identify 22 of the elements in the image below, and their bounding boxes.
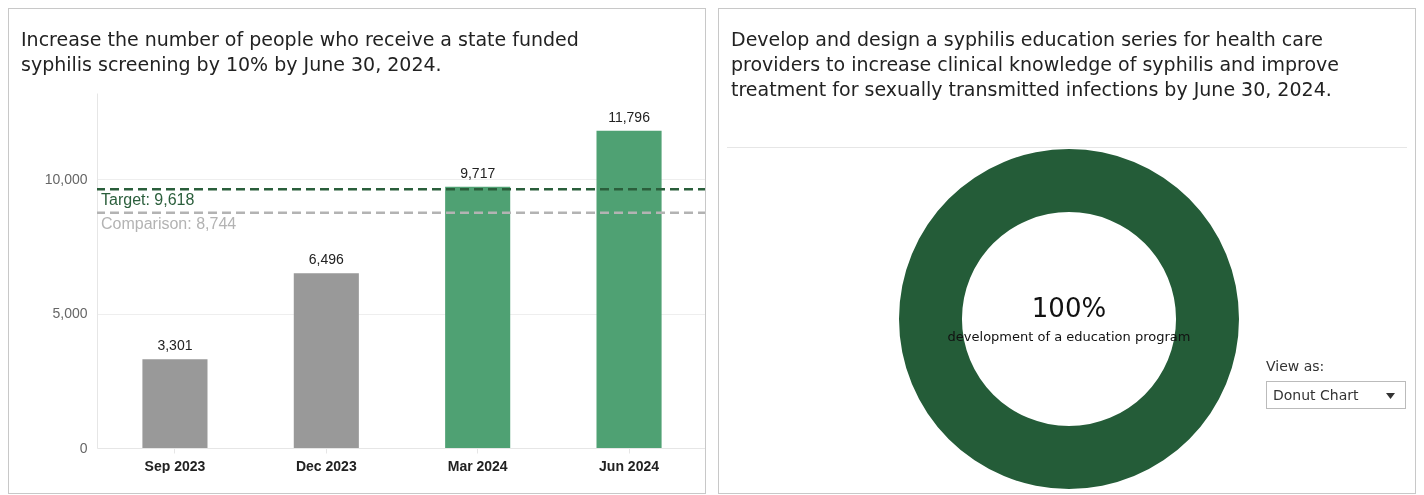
data-label: 3,301	[157, 337, 193, 354]
data-label: 100%	[1031, 293, 1107, 323]
ref-line-label: Target: 9,618	[101, 191, 195, 209]
chart-title: Develop and design a syphilis education series for health care providers to increase clinical knowledge of syphilis and improve treatment for sexually transmitted infections by June 30, 2024.	[731, 27, 1341, 102]
bar	[293, 273, 359, 448]
x-tick-label: Dec 2023	[295, 457, 357, 474]
data-label: 11,796	[608, 108, 651, 125]
bar	[445, 186, 511, 448]
dropdown: Donut Chart	[1266, 381, 1406, 409]
y-tick-label: 0	[79, 439, 88, 456]
x-tick-label: Mar 2024	[447, 457, 508, 474]
x-tick-label: Sep 2023	[144, 457, 206, 474]
x-tick-label: Jun 2024	[599, 457, 660, 474]
bar	[142, 359, 208, 448]
bar	[596, 130, 662, 448]
data-label: 6,496	[308, 251, 345, 268]
chart-title: Increase the number of people who receive a state funded syphilis screening by 10% by June 30, 2024.	[21, 27, 580, 77]
data-label: 9,717	[460, 164, 496, 181]
y-tick-label: 10,000	[44, 170, 88, 187]
y-tick-label: 5,000	[52, 305, 88, 322]
ref-line-label: Comparison: 8,744	[101, 214, 237, 232]
text: View as:	[1266, 358, 1325, 374]
